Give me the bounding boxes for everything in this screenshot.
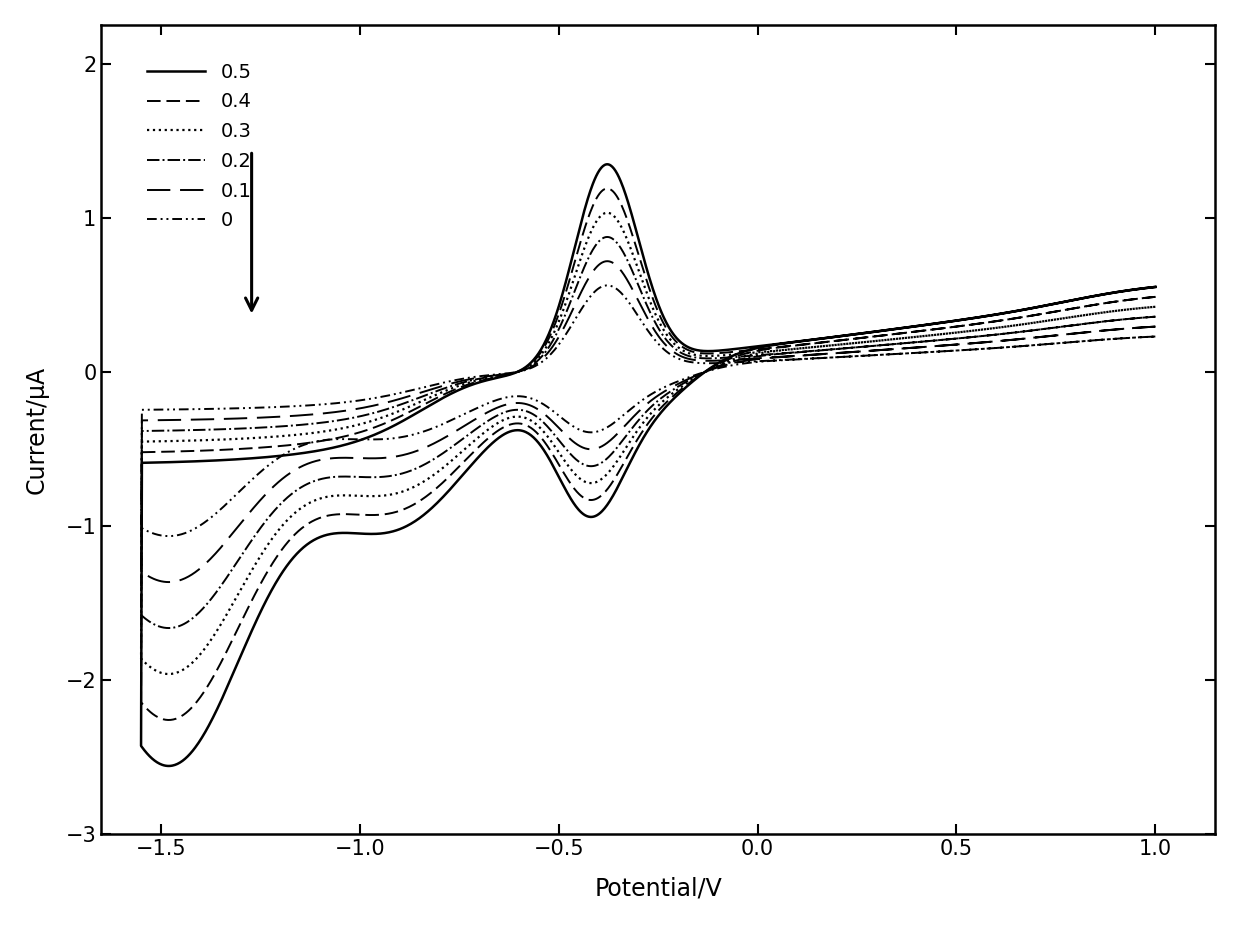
Y-axis label: Current/μA: Current/μA [25,365,50,494]
X-axis label: Potential/V: Potential/V [594,876,722,900]
Legend: 0.5, 0.4, 0.3, 0.2, 0.1, 0: 0.5, 0.4, 0.3, 0.2, 0.1, 0 [139,55,259,238]
